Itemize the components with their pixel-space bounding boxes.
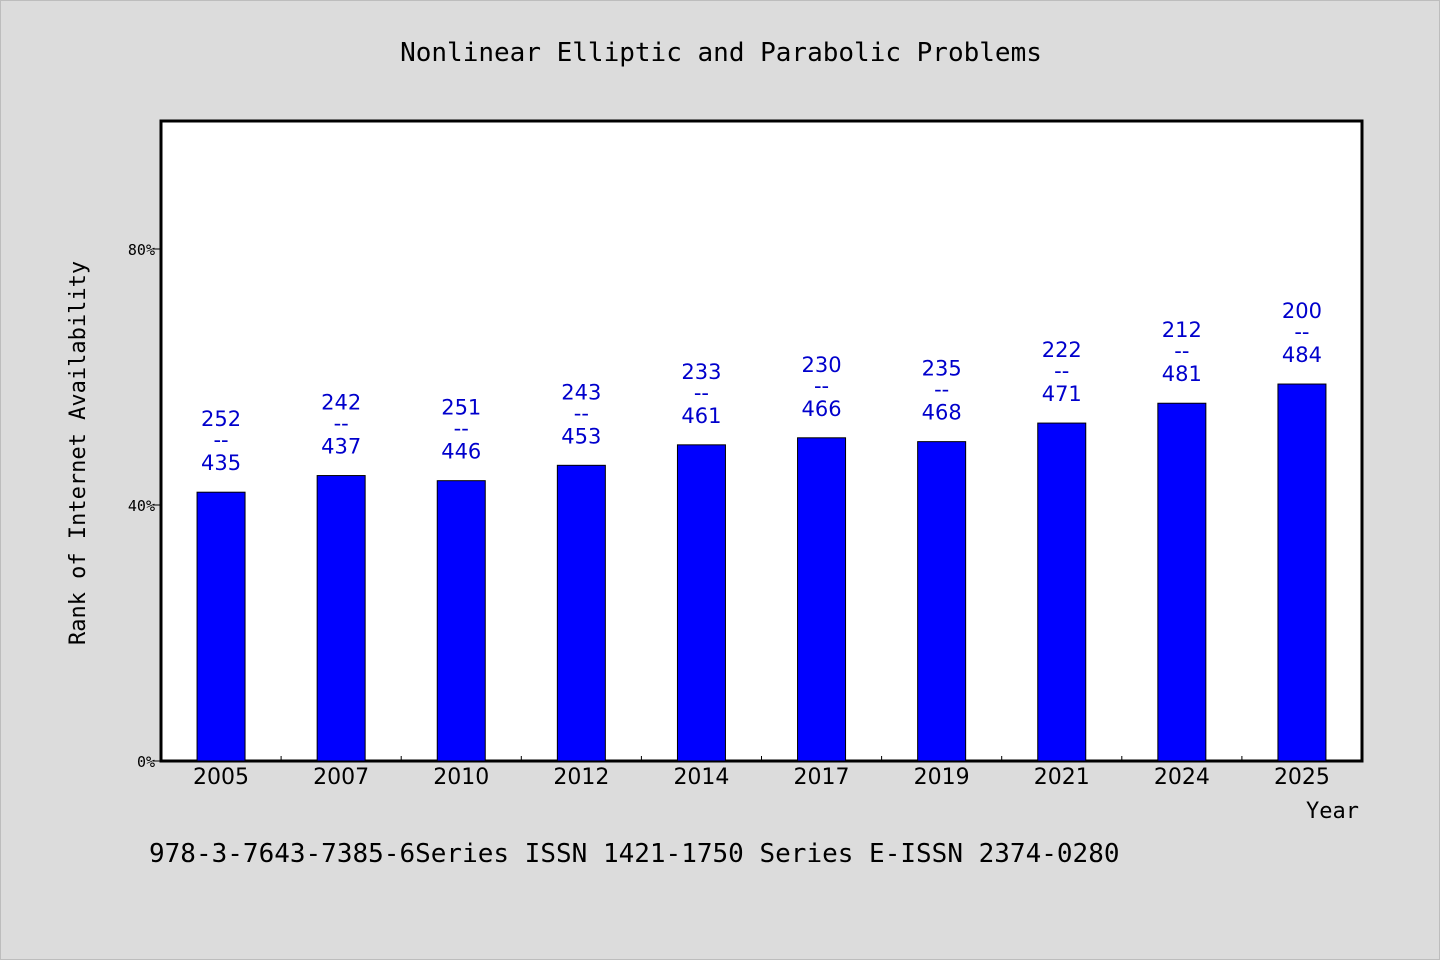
data-label-separator: --	[1174, 339, 1189, 363]
x-tick-label: 2025	[1274, 765, 1330, 790]
data-label-separator: --	[574, 401, 589, 425]
footer-identifier: 978-3-7643-7385-6Series ISSN 1421-1750 S…	[149, 839, 1120, 869]
bars-group	[196, 383, 1327, 762]
data-label-bottom: 453	[561, 424, 601, 448]
data-label-bottom: 466	[802, 397, 842, 421]
bar	[1277, 383, 1327, 762]
bar	[1037, 422, 1087, 762]
y-axis-label: Rank of Internet Availability	[66, 261, 91, 645]
data-label-separator: --	[814, 374, 829, 398]
bar	[1157, 402, 1207, 762]
data-label-top: 222	[1042, 338, 1082, 362]
data-label-separator: --	[694, 381, 709, 405]
data-label-top: 252	[201, 407, 241, 431]
data-label-top: 251	[441, 396, 481, 420]
x-tick-label: 2017	[794, 765, 850, 790]
data-label-bottom: 481	[1162, 362, 1202, 386]
data-label-bottom: 484	[1282, 343, 1322, 367]
data-label-separator: --	[1294, 320, 1309, 344]
bar	[196, 491, 246, 762]
data-label-top: 243	[561, 380, 601, 404]
y-tick-label: 0%	[137, 753, 155, 771]
data-label-top: 200	[1282, 299, 1322, 323]
x-axis: 2005 2007 2010 2012 2014 2017 2019 2021 2024 2025	[193, 756, 1330, 790]
x-tick-label: 2007	[313, 765, 369, 790]
data-label-top: 212	[1162, 318, 1202, 342]
data-label-bottom: 437	[321, 435, 361, 459]
x-tick-label: 2024	[1154, 765, 1210, 790]
bar	[797, 437, 847, 762]
y-tick-label: 80%	[128, 241, 155, 259]
bar	[436, 480, 486, 762]
x-tick-label: 2019	[914, 765, 970, 790]
data-label-separator: --	[213, 428, 228, 452]
bar	[917, 441, 967, 762]
data-label-bottom: 461	[681, 404, 721, 428]
data-labels-group: 252--435242--437251--446243--453233--461…	[201, 299, 1322, 475]
x-tick-label: 2012	[553, 765, 609, 790]
bar	[316, 475, 366, 762]
data-label-separator: --	[454, 417, 469, 441]
y-axis: 0% 40% 80%	[128, 241, 161, 771]
chart-title: Nonlinear Elliptic and Parabolic Problem…	[400, 38, 1042, 68]
data-label-bottom: 471	[1042, 382, 1082, 406]
data-label-separator: --	[934, 378, 949, 402]
data-label-separator: --	[334, 412, 349, 436]
data-label-top: 235	[922, 357, 962, 381]
data-label-top: 230	[802, 353, 842, 377]
x-tick-label: 2014	[673, 765, 729, 790]
data-label-bottom: 446	[441, 440, 481, 464]
data-label-top: 242	[321, 391, 361, 415]
x-tick-label: 2010	[433, 765, 489, 790]
data-label-bottom: 468	[922, 401, 962, 425]
y-tick-label: 40%	[128, 497, 155, 515]
bar	[556, 464, 606, 762]
bar	[676, 444, 726, 762]
x-tick-label: 2005	[193, 765, 249, 790]
x-axis-label: Year	[1306, 799, 1359, 824]
data-label-separator: --	[1054, 359, 1069, 383]
data-label-bottom: 435	[201, 451, 241, 475]
data-label-top: 233	[681, 360, 721, 384]
x-tick-label: 2021	[1034, 765, 1090, 790]
